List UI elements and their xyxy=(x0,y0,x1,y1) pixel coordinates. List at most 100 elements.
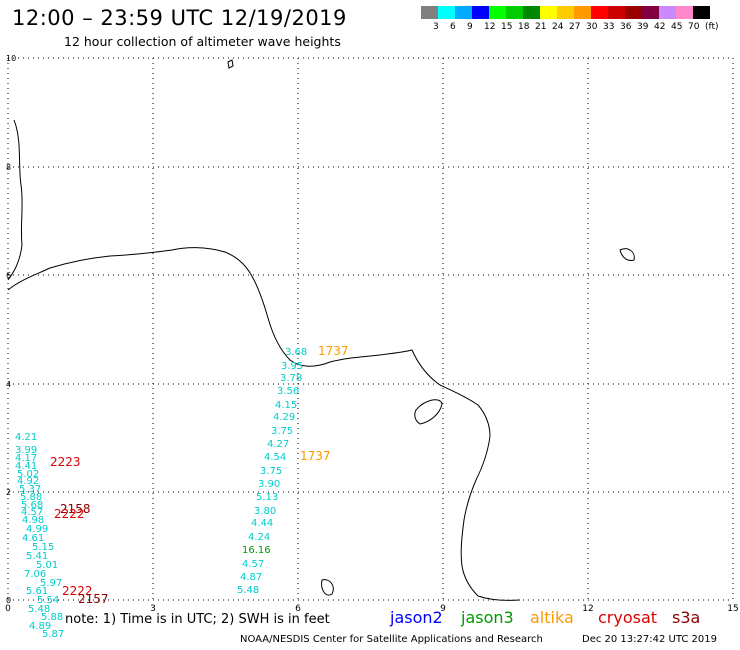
legend-label: 24 xyxy=(552,22,564,32)
legend-swatch xyxy=(625,6,642,19)
legend-label: 21 xyxy=(535,22,547,32)
x-tick-label: 9 xyxy=(440,604,446,614)
legend-swatch xyxy=(591,6,608,19)
wave-height-label: 3.56 xyxy=(277,386,299,397)
wave-height-label: 2157 xyxy=(78,592,109,606)
wave-height-label: 5.54 xyxy=(37,595,59,606)
legend-label: 9 xyxy=(467,22,473,32)
map-grid xyxy=(7,57,734,601)
wave-height-label: 4.99 xyxy=(26,524,48,535)
wave-height-label: 2158 xyxy=(60,502,91,516)
legend-swatch xyxy=(455,6,472,19)
legend-swatch xyxy=(574,6,591,19)
wave-height-label: 5.97 xyxy=(40,578,62,589)
wave-height-label: 16.16 xyxy=(242,545,271,556)
wave-height-label: 5.87 xyxy=(42,629,64,640)
map-title: 12:00 – 23:59 UTC 12/19/2019 xyxy=(12,6,347,30)
island-east xyxy=(619,248,635,261)
wave-height-label: 4.17 xyxy=(15,453,37,464)
y-tick-label: 4 xyxy=(6,380,11,389)
legend-swatch xyxy=(438,6,455,19)
axis-ticks: 0 3 6 9 12 15 10 8 6 4 2 0 xyxy=(5,54,739,614)
legend-label: 45 xyxy=(671,22,683,32)
wave-height-label: 4.57 xyxy=(242,559,264,570)
satellite-label-altika: altika xyxy=(530,608,574,627)
wave-height-label: 4.98 xyxy=(22,515,44,526)
legend-label: 27 xyxy=(569,22,581,32)
wave-height-label: 1737 xyxy=(300,449,331,463)
wave-height-label: 5.02 xyxy=(17,469,39,480)
wave-height-label: 4.61 xyxy=(22,533,44,544)
wave-height-label: 5.13 xyxy=(256,492,278,503)
legend-swatch xyxy=(642,6,659,19)
wave-height-label: 2222 xyxy=(62,584,93,598)
legend-swatch xyxy=(676,6,693,19)
wave-height-label: 5.88 xyxy=(20,492,42,503)
wave-height-label: 4.54 xyxy=(264,452,286,463)
wave-height-label: 3.95 xyxy=(281,361,303,372)
wave-height-label: 5.01 xyxy=(36,560,58,571)
y-tick-label: 8 xyxy=(6,163,11,172)
legend-label: 70 xyxy=(688,22,700,32)
island-north xyxy=(227,59,234,69)
x-tick-label: 6 xyxy=(295,604,301,614)
map-subtitle: 12 hour collection of altimeter wave hei… xyxy=(64,34,341,49)
wave-height-label: 3.75 xyxy=(271,426,293,437)
wave-height-label: 4.92 xyxy=(17,476,39,487)
wave-height-label: 4.21 xyxy=(15,432,37,443)
wave-height-observations: 3.68 3.953.78 3.56 4.154.29 3.75 4.27 4.54 3.75… xyxy=(15,344,349,640)
y-tick-label: 10 xyxy=(6,54,16,63)
wave-height-label: 5.41 xyxy=(26,551,48,562)
x-tick-label: 15 xyxy=(727,604,738,614)
wave-height-label: 5.61 xyxy=(26,586,48,597)
x-tick-label: 0 xyxy=(5,604,11,614)
x-tick-label: 3 xyxy=(150,604,156,614)
credit-line: NOAA/NESDIS Center for Satellite Applica… xyxy=(240,634,543,645)
legend-label: 15 xyxy=(501,22,513,32)
legend-swatch xyxy=(693,6,710,19)
legend-label: 3 xyxy=(433,22,439,32)
island-south xyxy=(321,579,334,596)
y-tick-label: 2 xyxy=(6,488,11,497)
legend-label: 30 xyxy=(586,22,598,32)
wave-height-label: 5.68 xyxy=(21,500,43,511)
wave-height-label: 5.88 xyxy=(41,612,63,623)
legend-swatch xyxy=(472,6,489,19)
x-tick-label: 12 xyxy=(582,604,593,614)
legend-label: 42 xyxy=(654,22,666,32)
wave-height-label: 3.80 xyxy=(254,506,276,517)
wave-height-label: 3.78 xyxy=(280,373,302,384)
wave-height-label: 4.15 xyxy=(275,400,297,411)
satellite-label-s3a: s3a xyxy=(672,608,701,627)
wave-height-label: 2223 xyxy=(50,455,81,469)
legend-swatch xyxy=(506,6,523,19)
coastline-west xyxy=(7,119,23,281)
wave-height-label: 3.75 xyxy=(260,466,282,477)
wave-height-label: 4.24 xyxy=(248,532,270,543)
wave-height-label: 4.27 xyxy=(267,439,289,450)
wave-height-label: 3.90 xyxy=(258,479,280,490)
wave-height-label: 1737 xyxy=(318,344,349,358)
legend-label: 18 xyxy=(518,22,530,32)
legend-label: 33 xyxy=(603,22,615,32)
satellite-label-jason3: jason3 xyxy=(461,608,514,627)
y-tick-label: 6 xyxy=(6,271,11,280)
wave-height-label: 5.48 xyxy=(28,604,50,615)
wave-height-label: 7.06 xyxy=(24,569,46,580)
wave-height-label: 4.41 xyxy=(15,461,37,472)
legend-label: 12 xyxy=(484,22,496,32)
wave-height-label: 4.89 xyxy=(29,621,51,632)
wave-height-label: 3.68 xyxy=(285,347,307,358)
legend-label: 39 xyxy=(637,22,649,32)
wave-height-label: 4.29 xyxy=(273,412,295,423)
coastline-main xyxy=(7,247,521,601)
legend-swatch xyxy=(557,6,574,19)
legend-swatch xyxy=(659,6,676,19)
legend-label: 36 xyxy=(620,22,632,32)
legend-label: (ft) xyxy=(705,22,719,32)
wave-height-label: 5.15 xyxy=(32,542,54,553)
legend-swatch xyxy=(540,6,557,19)
y-tick-label: 0 xyxy=(6,596,11,605)
generated-timestamp: Dec 20 13:27:42 UTC 2019 xyxy=(582,634,717,645)
